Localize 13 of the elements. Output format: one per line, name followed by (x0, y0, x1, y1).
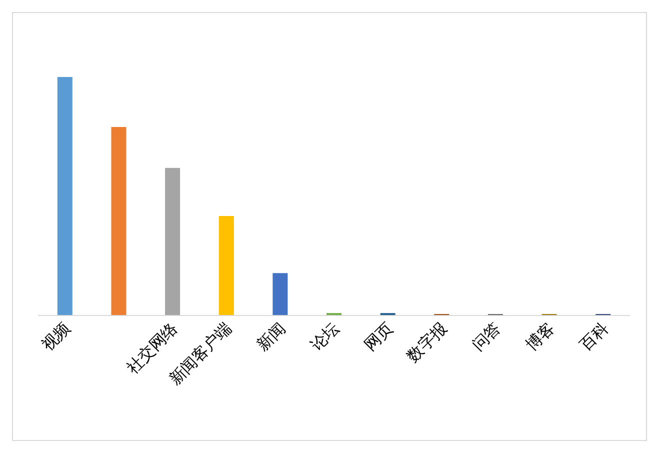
x-tick-label: 网页 (360, 318, 397, 354)
bar (272, 273, 288, 315)
bar (165, 168, 180, 315)
x-tick-label: 视频 (38, 318, 74, 354)
x-tick-label: 博客 (522, 318, 558, 354)
x-tick-label: 数字报 (403, 318, 450, 366)
x-tick-label: 新闻 (252, 318, 290, 354)
bar (111, 126, 126, 315)
x-tick-label: 问答 (468, 318, 504, 354)
bar (57, 77, 72, 315)
x-tick-label: 百科 (576, 318, 612, 354)
bar (218, 216, 234, 315)
x-tick-label: 论坛 (306, 318, 343, 354)
